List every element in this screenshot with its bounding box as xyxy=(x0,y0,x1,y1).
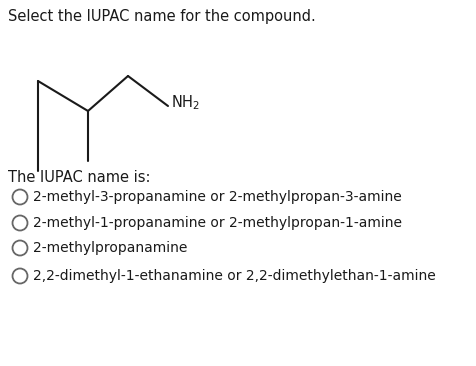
Text: 2-methyl-1-propanamine or 2-methylpropan-1-amine: 2-methyl-1-propanamine or 2-methylpropan… xyxy=(33,216,402,230)
Text: 2,2-dimethyl-1-ethanamine or 2,2-dimethylethan-1-amine: 2,2-dimethyl-1-ethanamine or 2,2-dimethy… xyxy=(33,269,436,283)
Text: Select the IUPAC name for the compound.: Select the IUPAC name for the compound. xyxy=(8,9,315,24)
Text: The IUPAC name is:: The IUPAC name is: xyxy=(8,170,150,185)
Text: NH$_2$: NH$_2$ xyxy=(170,94,199,112)
Text: 2-methyl-3-propanamine or 2-methylpropan-3-amine: 2-methyl-3-propanamine or 2-methylpropan… xyxy=(33,190,401,204)
Text: 2-methylpropanamine: 2-methylpropanamine xyxy=(33,241,188,255)
